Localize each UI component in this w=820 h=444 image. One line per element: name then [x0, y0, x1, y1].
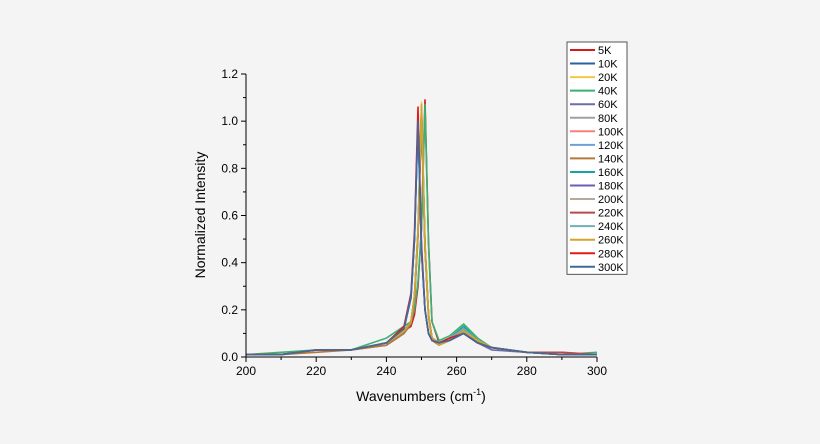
legend-label: 100K	[598, 126, 624, 138]
series-lines	[245, 99, 598, 356]
legend-label: 200K	[598, 194, 624, 206]
x-axis-label-main: Wavenumbers (cm	[356, 388, 473, 404]
legend-label: 40K	[598, 86, 618, 98]
legend-label: 300K	[598, 262, 624, 274]
y-tick-label: 0.0	[221, 350, 238, 364]
x-tick-label: 260	[447, 364, 467, 378]
legend-label: 60K	[598, 99, 618, 111]
x-axis-label: Wavenumbers (cm-1)	[356, 387, 486, 404]
y-tick-label: 0.2	[221, 303, 238, 317]
series-line-300K	[246, 120, 597, 356]
y-tick-label: 0.4	[221, 256, 238, 270]
x-axis-label-superscript: -1	[473, 387, 481, 397]
y-tick-label: 1.2	[221, 67, 238, 81]
legend-label: 260K	[598, 235, 624, 247]
y-tick-label: 0.6	[221, 209, 238, 223]
x-tick-label: 200	[236, 364, 256, 378]
legend-label: 240K	[598, 221, 624, 233]
x-tick-label: 220	[306, 364, 326, 378]
legend-label: 120K	[598, 140, 624, 152]
axes: 200 220 240 260 280 300 0.0 0.2 0.4 0.6 0.8 1.0 1.2	[221, 67, 607, 378]
y-tick-label: 0.8	[221, 161, 238, 175]
x-tick-label: 280	[517, 364, 537, 378]
legend-label: 220K	[598, 208, 624, 220]
x-tick-label: 240	[376, 364, 396, 378]
legend-label: 20K	[598, 72, 618, 84]
x-tick-label: 300	[587, 364, 607, 378]
y-axis-label: Normalized Intensity	[192, 152, 208, 279]
legend-label: 80K	[598, 113, 618, 125]
legend-label: 5K	[598, 45, 612, 57]
legend-label: 140K	[598, 153, 624, 165]
legend-label: 180K	[598, 181, 624, 193]
legend-label: 10K	[598, 59, 618, 71]
x-axis-label-end: )	[481, 388, 486, 404]
legend-label: 160K	[598, 167, 624, 179]
legend-label: 280K	[598, 248, 624, 260]
y-tick-label: 1.0	[221, 114, 238, 128]
